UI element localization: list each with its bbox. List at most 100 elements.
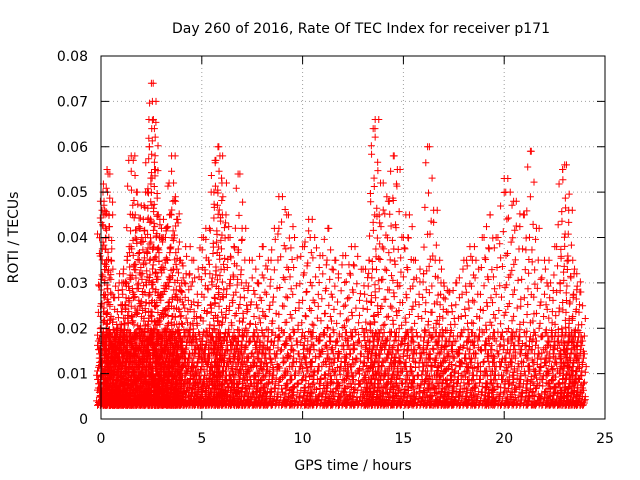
data-point — [370, 174, 378, 182]
data-point — [389, 316, 397, 324]
data-point — [266, 301, 274, 309]
data-point — [276, 333, 284, 341]
data-point — [363, 305, 371, 313]
data-point — [371, 125, 379, 133]
data-point — [103, 385, 111, 393]
data-point — [280, 302, 288, 310]
data-point — [215, 143, 223, 151]
data-point — [283, 211, 291, 219]
data-point — [288, 255, 296, 263]
data-point — [127, 357, 135, 365]
data-point — [103, 285, 111, 293]
data-point — [355, 319, 363, 327]
data-point — [184, 296, 192, 304]
data-point — [320, 235, 328, 243]
data-point — [134, 255, 142, 263]
data-point — [373, 266, 381, 274]
data-point — [128, 354, 136, 362]
data-point — [133, 281, 141, 289]
data-point — [107, 275, 115, 283]
data-point — [105, 274, 113, 282]
data-point — [205, 260, 213, 268]
data-point — [219, 294, 227, 302]
data-point — [127, 167, 135, 175]
data-point — [129, 317, 137, 325]
data-point — [267, 275, 275, 283]
data-point — [340, 302, 348, 310]
data-point — [268, 246, 276, 254]
data-point — [368, 257, 376, 265]
data-point — [194, 265, 202, 273]
data-point — [334, 270, 342, 278]
data-point — [116, 270, 124, 278]
data-point — [128, 272, 136, 280]
data-point — [239, 318, 247, 326]
data-point — [150, 158, 158, 166]
data-point — [380, 245, 388, 253]
data-point — [343, 295, 351, 303]
data-point — [309, 254, 317, 262]
data-point — [134, 249, 142, 257]
data-point — [256, 319, 264, 327]
data-point — [238, 235, 246, 243]
data-point — [101, 224, 109, 232]
data-point — [207, 301, 215, 309]
data-point — [303, 288, 311, 296]
data-point — [111, 357, 119, 365]
data-point — [105, 223, 113, 231]
data-point — [341, 354, 349, 362]
data-point — [410, 357, 418, 365]
data-point — [236, 293, 244, 301]
data-point — [130, 358, 138, 366]
data-point — [326, 275, 334, 283]
data-point — [114, 350, 122, 358]
data-point — [324, 224, 332, 232]
data-point — [275, 224, 283, 232]
data-point — [284, 294, 292, 302]
data-point — [119, 279, 127, 287]
data-point — [375, 285, 383, 293]
data-point — [287, 285, 295, 293]
data-point — [206, 321, 214, 329]
data-point — [220, 224, 228, 232]
data-point — [308, 320, 316, 328]
data-point — [163, 255, 171, 263]
data-point — [127, 186, 135, 194]
data-point — [217, 217, 225, 225]
data-point — [334, 337, 342, 345]
data-point — [336, 310, 344, 318]
data-point — [250, 313, 258, 321]
data-point — [239, 332, 247, 340]
data-point — [130, 196, 138, 204]
data-point — [125, 295, 133, 303]
data-point — [283, 318, 291, 326]
data-point — [354, 252, 362, 260]
data-point — [170, 196, 178, 204]
data-point — [96, 197, 104, 205]
data-point — [252, 265, 260, 273]
data-point — [145, 116, 153, 124]
data-point — [153, 245, 161, 253]
data-point — [384, 312, 392, 320]
data-point — [114, 314, 122, 322]
data-point — [252, 320, 260, 328]
data-point — [127, 275, 135, 283]
data-point — [148, 169, 156, 177]
data-point — [129, 251, 137, 259]
data-point — [387, 302, 395, 310]
data-point — [332, 256, 340, 264]
data-point — [289, 290, 297, 298]
data-point — [125, 249, 133, 257]
data-point — [322, 261, 330, 269]
data-point — [356, 290, 364, 298]
data-point — [118, 301, 126, 309]
data-point — [308, 329, 316, 337]
data-point — [376, 219, 384, 227]
data-point — [133, 235, 141, 243]
data-point — [331, 282, 339, 290]
data-point — [98, 271, 106, 279]
data-point — [372, 245, 380, 253]
data-point — [255, 280, 263, 288]
data-point — [293, 254, 301, 262]
data-point — [165, 179, 173, 187]
